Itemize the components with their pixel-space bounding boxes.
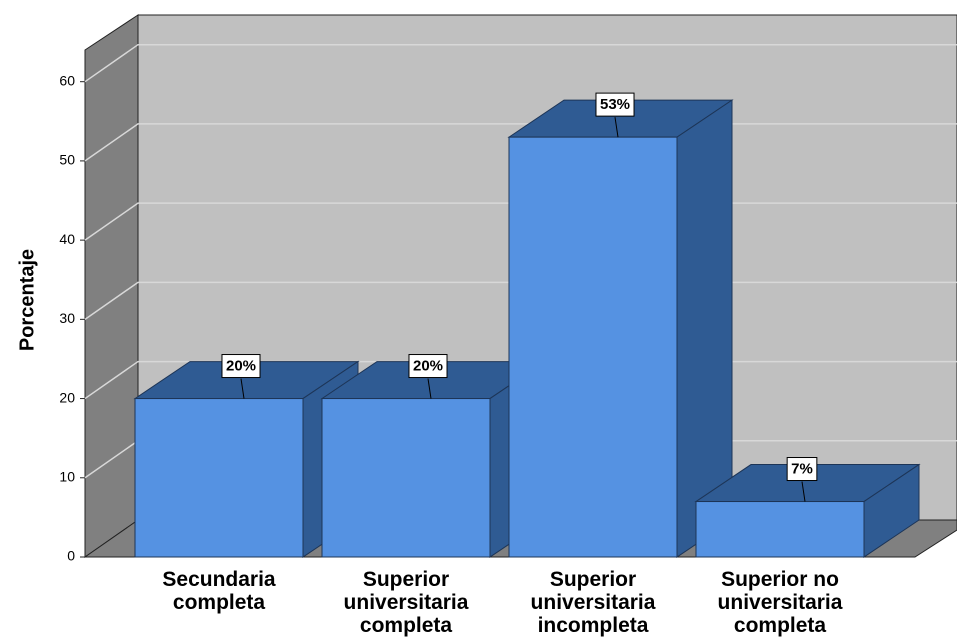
value-label: 20%	[413, 358, 443, 375]
x-tick-label: Secundaria completa	[162, 568, 276, 614]
bar	[321, 398, 491, 558]
y-tick-label: 10	[59, 468, 75, 484]
value-label-box	[408, 354, 448, 379]
grid-line	[84, 43, 957, 83]
value-label: 7%	[791, 461, 813, 478]
label-leader	[240, 378, 245, 399]
value-label-box	[221, 354, 261, 379]
label-leader	[801, 481, 806, 502]
bar	[508, 136, 678, 558]
value-label-box	[786, 457, 818, 482]
y-tick-label: 20	[59, 389, 75, 405]
value-label-box	[595, 92, 635, 117]
value-label: 53%	[600, 96, 630, 113]
x-tick-label: Superior no universitaria completa	[717, 568, 843, 637]
y-tick-label: 30	[59, 310, 75, 326]
y-tick-label: 40	[59, 231, 75, 247]
y-axis-title: Porcentaje	[16, 249, 38, 351]
bar-group: 53%	[507, 92, 734, 558]
y-tick-label: 60	[59, 72, 75, 88]
y-tick-label: 50	[59, 152, 75, 168]
label-leader	[427, 378, 432, 399]
bar	[134, 398, 304, 558]
bar-group: 7%	[694, 457, 921, 558]
x-tick-label: Superior universitaria completa	[343, 568, 469, 637]
label-leader	[614, 117, 619, 138]
left-wall	[84, 14, 139, 558]
y-tick-label: 0	[67, 548, 75, 564]
value-label: 20%	[226, 358, 256, 375]
bar	[695, 501, 865, 558]
x-tick-label: Superior universitaria incompleta	[530, 568, 656, 637]
